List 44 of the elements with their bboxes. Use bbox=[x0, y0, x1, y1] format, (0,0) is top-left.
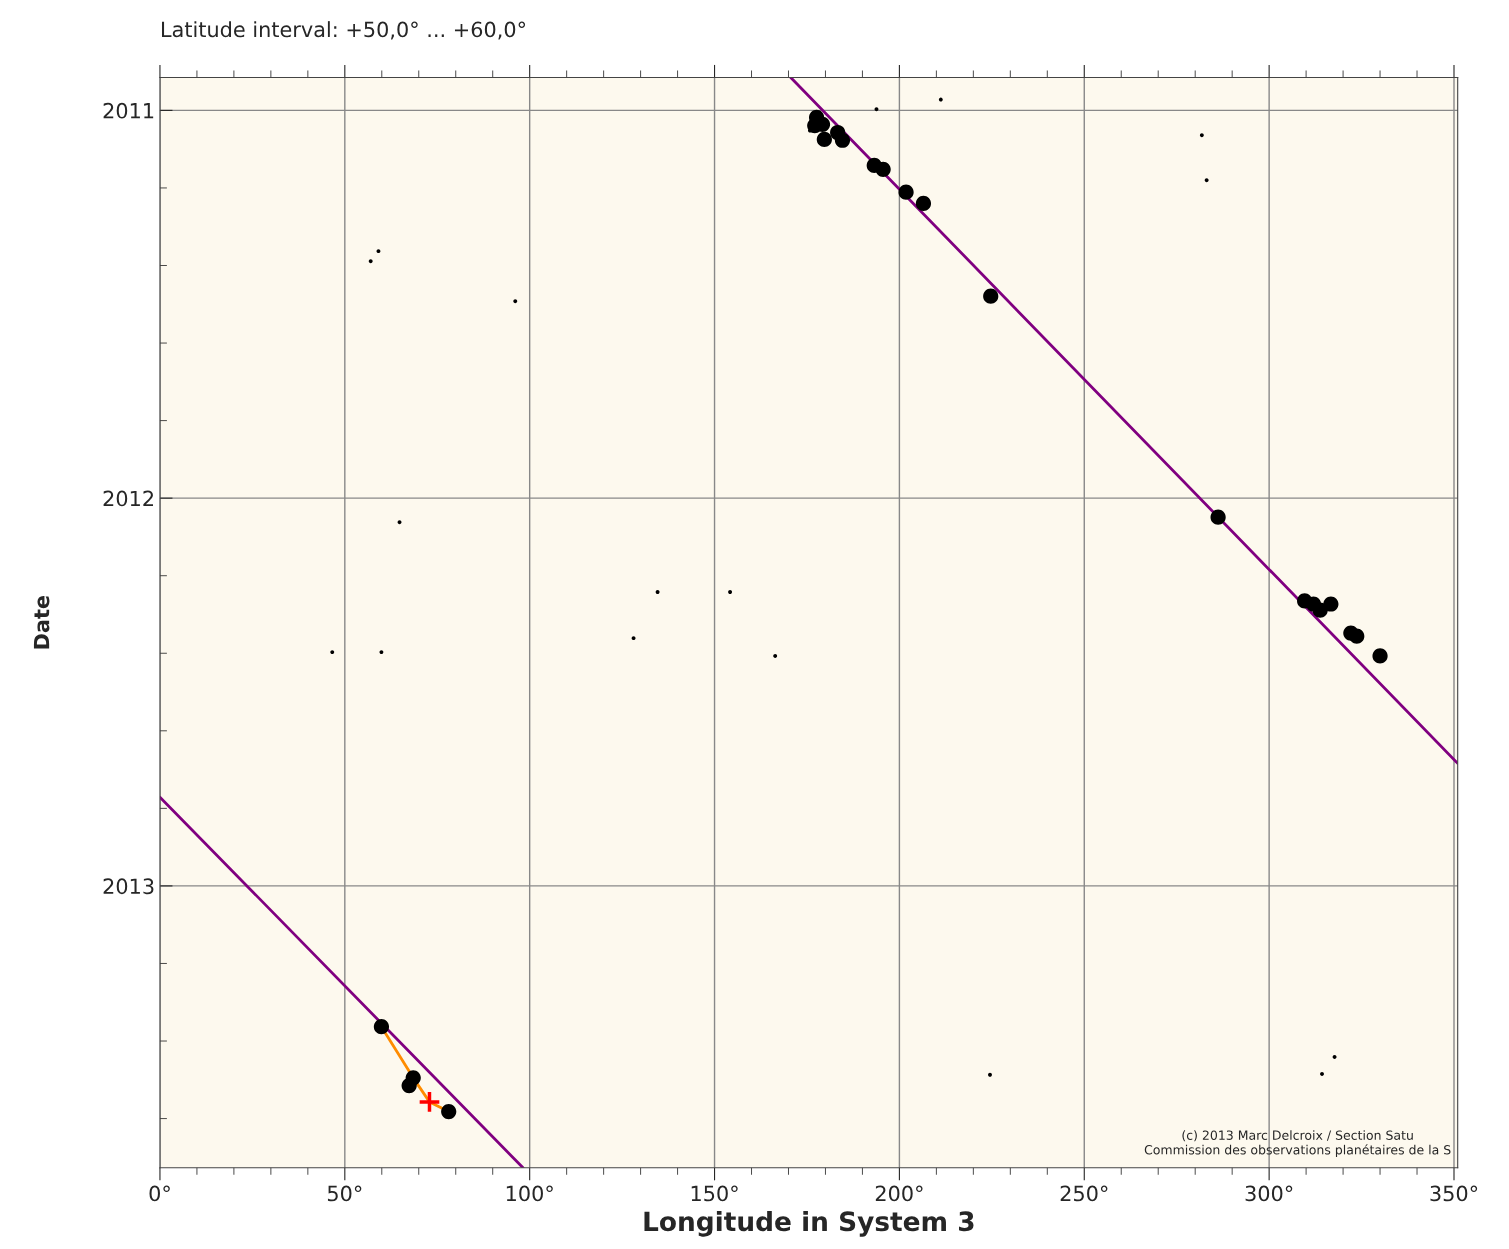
y-tick-label: 2011 bbox=[103, 102, 154, 119]
x-tick-label: 250° bbox=[1060, 1185, 1108, 1202]
point bbox=[988, 1072, 992, 1077]
x-axis-title: Longitude in System 3 bbox=[644, 1210, 974, 1237]
point bbox=[875, 161, 891, 177]
y-tick-label: 2013 bbox=[103, 878, 154, 895]
x-tick-label: 0° bbox=[149, 1185, 170, 1202]
y-axis-title: Date bbox=[33, 595, 50, 649]
x-tick-label: 50° bbox=[327, 1185, 362, 1202]
point bbox=[807, 128, 812, 133]
point bbox=[816, 131, 832, 148]
point bbox=[1349, 628, 1365, 644]
y-tick-label: 2012 bbox=[103, 490, 154, 507]
annotation: (c) 2013 Marc Delcroix / Section Satu Commission des observations planétaires de la S bbox=[1144, 1130, 1451, 1157]
point bbox=[631, 636, 636, 641]
point bbox=[373, 1019, 390, 1035]
point bbox=[773, 654, 778, 658]
point bbox=[1372, 648, 1388, 664]
point bbox=[983, 288, 999, 304]
point bbox=[1204, 178, 1209, 183]
x-tick-label: 350° bbox=[1430, 1185, 1478, 1202]
point bbox=[330, 650, 335, 655]
x-tick-label: 100° bbox=[506, 1185, 553, 1202]
point bbox=[379, 650, 384, 655]
point bbox=[1320, 1072, 1324, 1076]
point bbox=[655, 590, 660, 594]
point bbox=[915, 195, 932, 212]
point bbox=[1199, 133, 1204, 138]
point bbox=[1332, 1054, 1337, 1059]
x-tick-label: 150° bbox=[691, 1185, 738, 1202]
x-tick-label: 200° bbox=[875, 1185, 923, 1202]
point bbox=[728, 590, 733, 594]
point bbox=[368, 259, 373, 264]
point bbox=[513, 299, 518, 304]
point bbox=[376, 249, 381, 254]
chart-title: Latitude interval: +50,0° ... +60,0° bbox=[162, 21, 526, 40]
point bbox=[834, 132, 851, 148]
point bbox=[1210, 509, 1226, 525]
point bbox=[417, 1090, 442, 1114]
x-tick-label: 300° bbox=[1245, 1185, 1293, 1202]
point bbox=[1323, 596, 1339, 612]
point bbox=[898, 184, 914, 200]
point bbox=[441, 1103, 457, 1120]
point bbox=[401, 1078, 417, 1094]
